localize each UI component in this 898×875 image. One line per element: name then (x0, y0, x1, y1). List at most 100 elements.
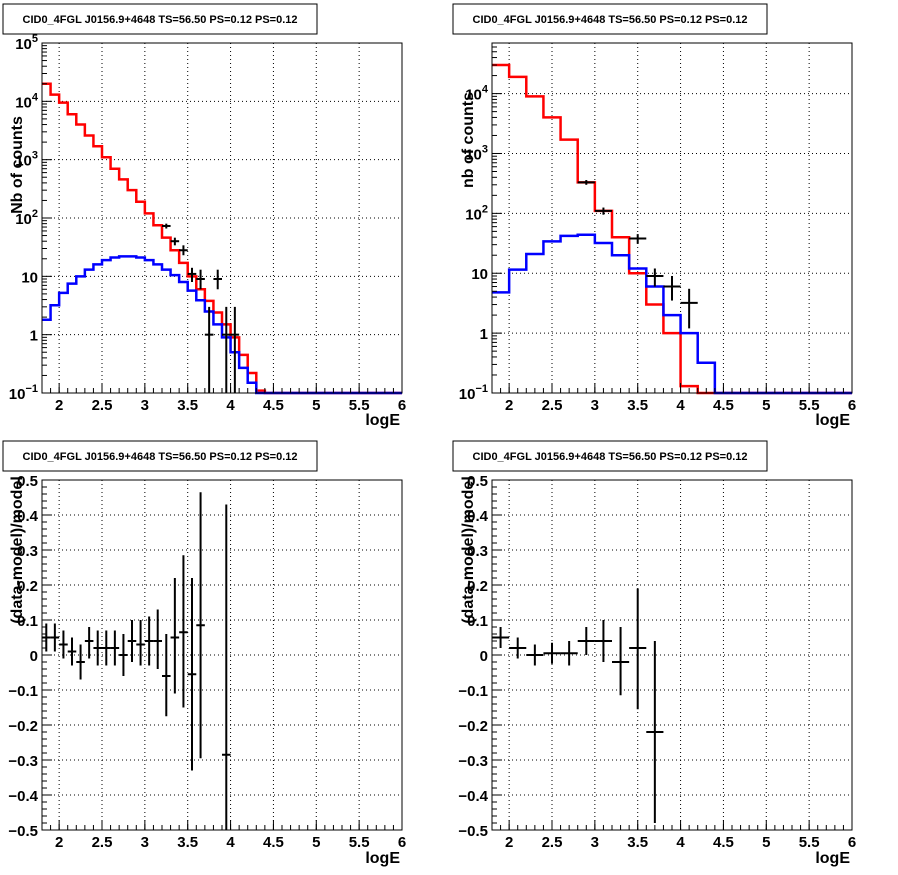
x-tick-label: 3.5 (177, 397, 198, 414)
x-tick-label: 3.5 (177, 834, 198, 851)
data-point (170, 578, 180, 694)
x-tick-label: 3 (591, 397, 599, 414)
y-tick-label: −0.3 (8, 753, 38, 770)
y-tick-label: 0.5 (17, 473, 38, 490)
data-point (153, 609, 162, 669)
data-point (663, 275, 681, 301)
data-point (230, 306, 240, 393)
data-point (526, 644, 544, 666)
data-point (577, 180, 595, 185)
panel-title-box (2, 440, 318, 472)
y-tick-label: 0.4 (467, 508, 489, 525)
data-point (179, 245, 188, 256)
x-tick-label: 4.5 (713, 397, 734, 414)
panel-title: CID0_4FGL J0156.9+4648 TS=56.50 PS=0.12 … (23, 451, 298, 463)
data-point (42, 623, 51, 652)
x-tick-label: 5 (312, 834, 320, 851)
y-tick-label: −0.4 (8, 788, 38, 805)
data-point (179, 555, 188, 708)
data-point (84, 627, 94, 659)
x-tick-label: 2.5 (92, 834, 113, 851)
x-tick-label: 4.5 (263, 397, 284, 414)
data-point (162, 223, 171, 229)
x-tick-label: 2 (505, 834, 513, 851)
x-tick-label: 5 (312, 397, 320, 414)
x-tick-label: 3.5 (627, 834, 648, 851)
x-axis-label: logE (365, 850, 400, 867)
y-tick-label: 0.3 (17, 543, 38, 560)
x-axis-label: logE (815, 412, 850, 429)
data-point (543, 642, 561, 664)
data-point (196, 269, 205, 290)
data-point (119, 634, 128, 676)
panel-title-box (452, 3, 768, 35)
data-point (187, 267, 197, 282)
x-tick-label: 3 (141, 834, 149, 851)
y-tick-label: 0.2 (17, 578, 38, 595)
x-axis-label: logE (815, 850, 850, 867)
y-tick-label: −0.2 (458, 718, 488, 735)
x-tick-label: 5.5 (799, 834, 820, 851)
y-tick-label: 0.5 (467, 473, 488, 490)
x-tick-label: 5.5 (349, 397, 370, 414)
data-point (646, 641, 664, 823)
y-axis-label: (data-model)/model (9, 476, 26, 624)
y-tick-label: 105 (15, 33, 38, 53)
x-tick-label: 4.5 (263, 834, 284, 851)
x-tick-label: 4 (226, 834, 235, 851)
data-point (222, 504, 231, 830)
data-point (144, 616, 154, 666)
y-tick-label: 10 (21, 269, 38, 286)
data-point (492, 627, 510, 648)
y-tick-label: 102 (465, 203, 488, 223)
data-point (612, 627, 630, 696)
panel-title: CID0_4FGL J0156.9+4648 TS=56.50 PS=0.12 … (473, 14, 748, 26)
x-tick-label: 2.5 (542, 834, 563, 851)
data-point (629, 588, 647, 710)
x-axis-label: logE (365, 412, 400, 429)
data-point (196, 492, 205, 759)
x-tick-label: 4.5 (713, 834, 734, 851)
x-tick-label: 2 (55, 834, 63, 851)
x-tick-label: 5 (762, 834, 770, 851)
data-point (646, 268, 664, 287)
panel-residuals-right: CID0_4FGL J0156.9+4648 TS=56.50 PS=0.12 … (452, 440, 856, 867)
data-point (560, 641, 578, 666)
x-tick-label: 3 (591, 834, 599, 851)
y-tick-label: 0.3 (467, 543, 488, 560)
y-axis-label: (data-model)/model (460, 476, 477, 624)
y-tick-label: 0.1 (467, 613, 488, 630)
panel-residuals-left: CID0_4FGL J0156.9+4648 TS=56.50 PS=0.12 … (2, 440, 406, 867)
y-tick-label: −0.5 (458, 823, 488, 840)
y-tick-label: 1 (30, 328, 38, 345)
x-tick-label: 6 (848, 834, 856, 851)
panel-title: CID0_4FGL J0156.9+4648 TS=56.50 PS=0.12 … (23, 14, 298, 26)
data-point (509, 637, 527, 659)
panel-title-box (452, 440, 768, 472)
data-point (594, 620, 612, 662)
x-tick-label: 6 (398, 834, 406, 851)
x-tick-label: 2 (55, 397, 63, 414)
data-point (170, 237, 180, 246)
panel-title: CID0_4FGL J0156.9+4648 TS=56.50 PS=0.12 … (473, 451, 748, 463)
x-tick-label: 5 (762, 397, 770, 414)
y-tick-label: −0.1 (458, 683, 488, 700)
data-point (204, 306, 214, 393)
x-tick-label: 3.5 (627, 397, 648, 414)
data-point (50, 623, 60, 652)
y-tick-label: 10 (471, 266, 488, 283)
data-point (59, 630, 68, 659)
y-tick-label: −0.4 (458, 788, 488, 805)
x-tick-label: 2 (505, 397, 513, 414)
data-point (594, 207, 612, 215)
data-point (76, 644, 85, 680)
y-tick-label: −0.2 (8, 718, 38, 735)
data-point (213, 269, 222, 290)
y-tick-label: 10−1 (9, 383, 38, 403)
y-axis-label: nb of counts (460, 92, 477, 188)
data-point (93, 630, 102, 666)
data-point (680, 288, 698, 329)
x-tick-label: 4 (676, 397, 685, 414)
x-tick-label: 5.5 (799, 397, 820, 414)
